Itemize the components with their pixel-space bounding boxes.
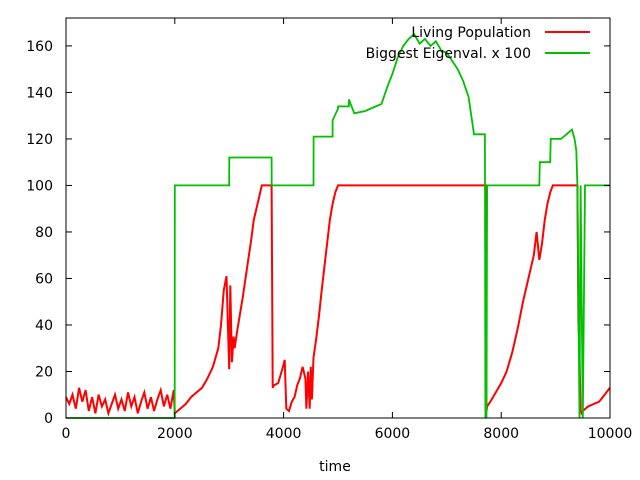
y-tick-label: 140 — [26, 85, 53, 101]
y-tick-label: 40 — [35, 318, 53, 334]
x-tick-label: 8000 — [483, 426, 519, 442]
y-tick-label: 0 — [44, 411, 53, 427]
x-tick-label: 6000 — [375, 426, 411, 442]
y-tick-label: 60 — [35, 271, 53, 287]
legend: Living Population Biggest Eigenval. x 100 — [366, 25, 590, 62]
y-tick-label: 120 — [26, 132, 53, 148]
x-tick-label: 10000 — [588, 426, 633, 442]
y-tick-label: 20 — [35, 364, 53, 380]
x-tick-label: 2000 — [157, 426, 193, 442]
legend-label-1: Living Population — [411, 25, 531, 41]
x-tick-label: 4000 — [266, 426, 302, 442]
plot-frame — [65, 17, 611, 419]
x-tick-label: 0 — [62, 426, 71, 442]
y-tick-label: 160 — [26, 39, 53, 55]
x-axis-label: time — [319, 459, 351, 475]
ticks-layer: 0 2000 4000 6000 8000 10000 0 20 40 60 80 100 120 140… — [26, 18, 632, 442]
series-layer — [65, 32, 611, 419]
series-line-1 — [65, 184, 611, 417]
y-tick-label: 100 — [26, 178, 53, 194]
legend-label-2: Biggest Eigenval. x 100 — [366, 46, 531, 62]
y-tick-label: 80 — [35, 225, 53, 241]
series-line-2 — [66, 32, 610, 419]
